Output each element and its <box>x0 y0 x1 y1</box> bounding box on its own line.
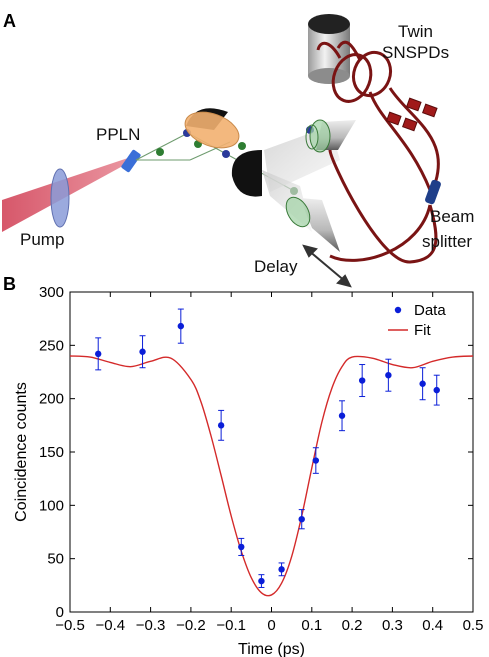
data-point <box>258 577 265 585</box>
data-point <box>238 543 245 551</box>
x-tick-label: −0.5 <box>55 617 85 634</box>
y-tick-label: 150 <box>39 444 64 461</box>
panel-b-letter: B <box>3 274 16 294</box>
label-delay: Delay <box>254 257 298 276</box>
x-tick-label: 0 <box>267 617 275 634</box>
y-tick-label: 100 <box>39 497 64 514</box>
data-point <box>217 422 225 429</box>
data-point <box>177 322 185 330</box>
label-snspds: SNSPDs <box>382 43 449 62</box>
y-tick-label: 250 <box>39 337 64 354</box>
x-axis-label: Time (ps) <box>238 641 305 657</box>
data-point <box>385 372 392 379</box>
data-point <box>338 412 346 419</box>
legend-label-data: Data <box>414 302 446 319</box>
delay-arrow <box>302 244 352 288</box>
coincidence-chart: −0.5 −0.4 −0.3 −0.2 −0.1 0 0.1 0.2 0.3 0.4 0.5 0 50 1… <box>13 284 483 657</box>
data-point <box>298 516 305 523</box>
snspd-cylinder <box>308 14 350 84</box>
data-point <box>278 566 285 573</box>
x-tick-label: 0.5 <box>463 617 484 634</box>
x-tick-label: 0.2 <box>342 617 363 634</box>
x-tick-label: 0.1 <box>301 617 322 634</box>
label-twin: Twin <box>398 22 433 41</box>
dichroic-plate <box>184 111 240 149</box>
x-tick-label: 0.4 <box>422 617 443 634</box>
x-tick-label: 0.3 <box>382 617 403 634</box>
x-tick-label: −0.1 <box>216 617 246 634</box>
y-tick-label: 50 <box>47 551 64 568</box>
x-tick-label: −0.3 <box>136 617 166 634</box>
lower-retroreflector <box>285 196 340 252</box>
fiber-coils <box>316 40 440 264</box>
beam-splitter <box>425 179 441 205</box>
legend-marker-data <box>394 306 402 314</box>
mirror-bottom <box>231 150 262 197</box>
data-point <box>139 348 146 355</box>
label-beam: Beam <box>430 207 474 226</box>
label-pump: Pump <box>20 230 64 249</box>
data-point <box>433 386 440 394</box>
panel-a-letter: A <box>3 11 16 31</box>
legend-label-fit: Fit <box>414 322 431 339</box>
y-tick-label: 300 <box>39 284 64 301</box>
ppln-crystal <box>121 149 141 173</box>
data-point <box>419 380 426 387</box>
y-tick-label: 200 <box>39 391 64 408</box>
y-tick-label: 0 <box>56 604 64 621</box>
plot-frame <box>69 291 474 613</box>
fit-curve <box>69 355 474 597</box>
x-tick-label: −0.2 <box>176 617 206 634</box>
pump-lens <box>50 168 70 228</box>
label-splitter: splitter <box>422 232 472 251</box>
upper-retroreflector <box>305 119 356 153</box>
y-axis-label: Coincidence counts <box>13 382 30 522</box>
data-point <box>358 377 366 384</box>
label-ppln: PPLN <box>96 125 140 144</box>
x-tick-label: −0.4 <box>95 617 125 634</box>
data-point <box>312 457 320 464</box>
fiber-connectors <box>386 97 438 132</box>
data-point <box>95 350 102 358</box>
